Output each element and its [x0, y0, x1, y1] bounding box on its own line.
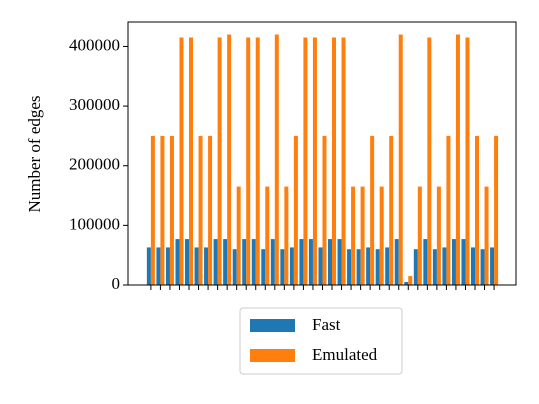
bar	[442, 247, 447, 285]
bar	[308, 239, 313, 285]
bar	[312, 37, 317, 285]
bar	[198, 135, 203, 285]
bar	[150, 135, 155, 285]
legend-label: Emulated	[312, 345, 378, 364]
bar	[322, 135, 327, 285]
bar	[398, 34, 403, 286]
bar	[213, 239, 218, 285]
plot-frame	[127, 21, 517, 286]
bar	[303, 37, 308, 285]
bar	[299, 239, 304, 285]
bar	[165, 247, 170, 285]
bar	[270, 239, 275, 285]
bar	[379, 186, 384, 285]
bar	[341, 37, 346, 285]
bar	[370, 135, 375, 285]
bar	[246, 37, 251, 285]
y-tick-label: 400000	[69, 35, 120, 54]
y-tick-label: 0	[112, 274, 121, 293]
bar	[455, 34, 460, 286]
y-tick-label: 200000	[69, 155, 120, 174]
y-tick-label: 100000	[69, 214, 120, 233]
bar	[432, 249, 437, 285]
bar	[332, 37, 337, 285]
bar	[194, 247, 199, 285]
bar	[208, 135, 213, 285]
legend-label: Fast	[312, 315, 341, 334]
bar	[427, 37, 432, 285]
bar	[223, 239, 228, 285]
bar	[255, 37, 260, 285]
bar	[484, 186, 489, 285]
bar	[189, 37, 194, 285]
bar	[494, 135, 499, 285]
y-tick-label: 300000	[69, 95, 120, 114]
bar	[408, 276, 413, 285]
bar	[360, 186, 365, 285]
bar	[366, 247, 371, 285]
bar	[404, 282, 409, 285]
y-axis-label: Number of edges	[25, 95, 44, 212]
bar	[261, 249, 266, 285]
bar	[356, 249, 361, 285]
bar	[242, 239, 247, 285]
bar	[461, 239, 466, 285]
bar	[394, 239, 399, 285]
bar	[293, 135, 298, 285]
bar	[274, 34, 279, 286]
legend-swatch	[250, 319, 295, 332]
bar	[204, 247, 209, 285]
bar	[436, 186, 441, 285]
bar	[337, 239, 342, 285]
bar	[289, 247, 294, 285]
bar	[465, 37, 470, 285]
bar	[217, 37, 222, 285]
bar	[169, 135, 174, 285]
bar	[475, 135, 480, 285]
bar	[446, 135, 451, 285]
bar	[385, 247, 390, 285]
bar	[423, 239, 428, 285]
bar	[471, 247, 476, 285]
legend-swatch	[250, 349, 295, 362]
bar	[156, 247, 161, 285]
bar	[232, 249, 237, 285]
bar	[490, 247, 495, 285]
bar	[146, 247, 151, 285]
bar	[389, 135, 394, 285]
bar	[318, 247, 323, 285]
bar	[160, 135, 165, 285]
bar	[227, 34, 232, 286]
bar	[417, 186, 422, 285]
bar	[413, 249, 418, 285]
bar	[251, 239, 256, 285]
bar	[451, 239, 456, 285]
bar	[185, 239, 190, 285]
bar	[328, 239, 333, 285]
bar	[284, 186, 289, 285]
bar	[175, 239, 180, 285]
bar	[480, 249, 485, 285]
bar	[236, 186, 241, 285]
bar	[179, 37, 184, 285]
bar	[280, 249, 285, 285]
bar	[375, 249, 380, 285]
bar	[351, 186, 356, 285]
bar	[265, 186, 270, 285]
bar	[347, 249, 352, 285]
